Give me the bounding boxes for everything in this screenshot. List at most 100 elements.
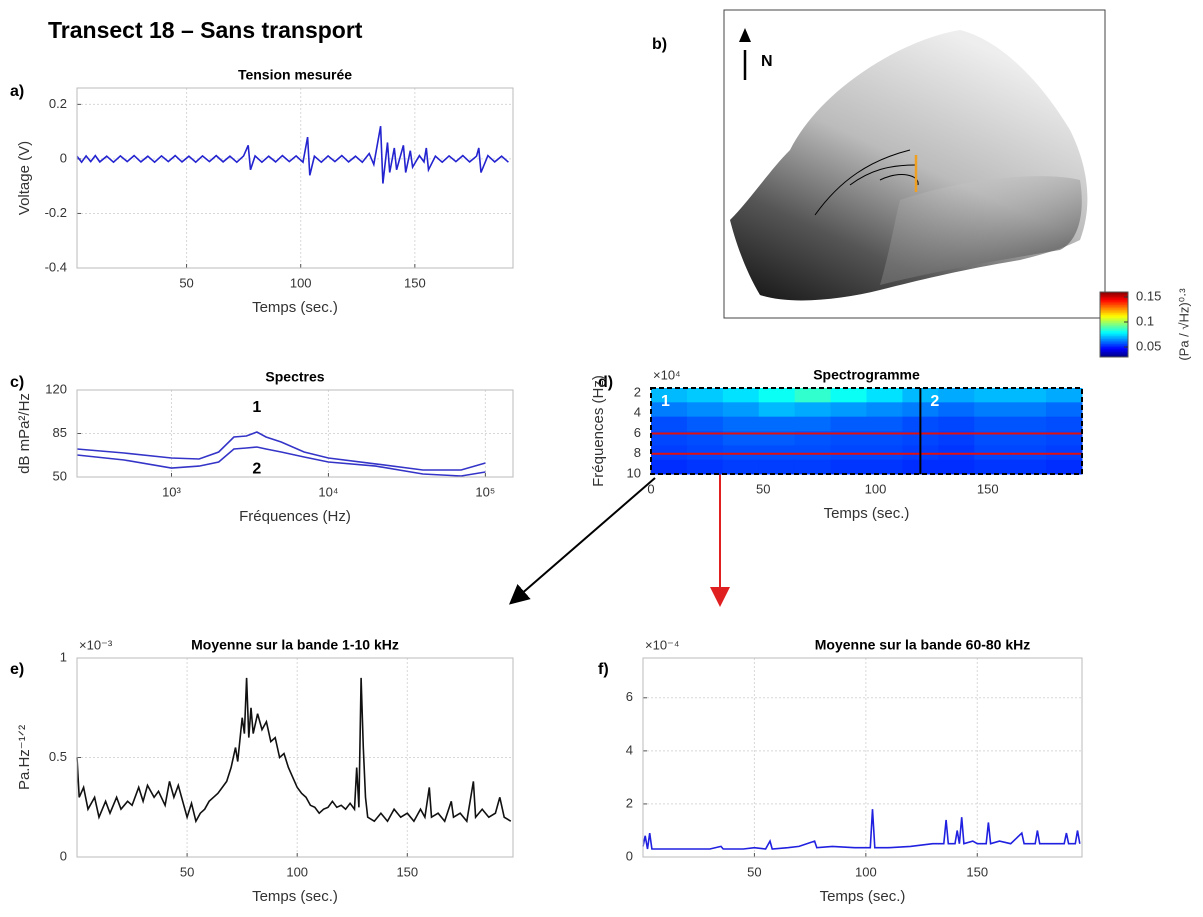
series-label: 2 [252, 460, 261, 477]
colorbar-step [1100, 332, 1128, 335]
colorbar-step [1100, 296, 1128, 299]
heat-cell [686, 402, 724, 418]
colorbar-tick-label: 0.15 [1136, 288, 1161, 303]
heat-cell [794, 459, 832, 475]
colorbar-step [1100, 316, 1128, 319]
y-exponent: ×10⁴ [653, 367, 681, 382]
y-tick-label: 2 [634, 384, 641, 399]
colorbar-step [1100, 292, 1128, 295]
colorbar-step [1100, 339, 1128, 342]
y-tick-label: 8 [634, 445, 641, 460]
y-tick-label: 0 [60, 848, 67, 863]
colorbar-step [1100, 293, 1128, 296]
figure-title: Transect 18 – Sans transport [48, 17, 363, 43]
y-tick-label: -0.2 [45, 205, 67, 220]
y-tick-label: 10 [627, 465, 641, 480]
heat-cell [1046, 445, 1083, 461]
plot-area [77, 88, 513, 268]
x-tick-label: 10⁴ [318, 484, 338, 499]
x-tick-label: 50 [180, 864, 194, 879]
colorbar-step [1100, 352, 1128, 355]
x-axis-label: Temps (sec.) [252, 888, 338, 905]
map-tracks [814, 149, 919, 216]
heat-cell [974, 459, 1011, 475]
plot-area [643, 658, 1082, 857]
heat-cell [974, 416, 1011, 432]
heat-cell [938, 388, 975, 403]
heat-cell [866, 402, 903, 418]
heat-cell [830, 402, 867, 418]
panel-label: f) [598, 661, 609, 678]
colorbar-step [1100, 327, 1128, 330]
heat-cell [686, 431, 724, 446]
heat-cell [1046, 431, 1083, 446]
colorbar-step [1100, 340, 1128, 343]
section-label: 2 [930, 393, 939, 410]
colorbar-step [1100, 331, 1128, 334]
colorbar-step [1100, 350, 1128, 353]
heat-cell [1010, 431, 1047, 446]
heat-cell [1010, 459, 1047, 475]
colorbar-label: (Pa / √Hz)⁰·³ [1176, 288, 1191, 361]
x-tick-label: 50 [179, 275, 193, 290]
chart-title: Moyenne sur la bande 1-10 kHz [191, 637, 399, 653]
colorbar-step [1100, 335, 1128, 338]
y-tick-label: 120 [45, 381, 67, 396]
colorbar-step [1100, 318, 1128, 321]
heat-cell [866, 431, 903, 446]
x-tick-label: 50 [747, 864, 761, 879]
panel-label: a) [10, 83, 24, 100]
x-tick-label: 150 [977, 481, 999, 496]
y-tick-label: -0.4 [45, 259, 67, 274]
y-tick-label: 0.5 [49, 749, 67, 764]
colorbar-step [1100, 334, 1128, 337]
heat-cell [830, 388, 867, 403]
heat-cell [1046, 388, 1083, 403]
heat-cell [938, 431, 975, 446]
heat-cell [651, 416, 688, 432]
heat-cell [686, 416, 724, 432]
x-tick-label: 100 [286, 864, 308, 879]
chart-title: Spectrogramme [813, 367, 920, 383]
heat-cell [722, 459, 760, 475]
heat-cell [758, 416, 796, 432]
heat-cell [722, 445, 760, 461]
colorbar-step [1100, 342, 1128, 345]
heat-cell [758, 445, 796, 461]
colorbar-step [1100, 311, 1128, 314]
map-shade [880, 176, 1082, 285]
x-tick-label: 100 [865, 481, 887, 496]
y-tick-label: 2 [626, 795, 633, 810]
y-axis-label: Fréquences (Hz) [590, 375, 607, 487]
heat-cell [830, 459, 867, 475]
heat-cell [651, 402, 688, 418]
x-axis-label: Temps (sec.) [252, 299, 338, 316]
colorbar-step [1100, 347, 1128, 350]
heat-cell [651, 431, 688, 446]
colorbar-step [1100, 353, 1128, 356]
colorbar-step [1100, 355, 1128, 358]
heat-cell [866, 445, 903, 461]
colorbar-step [1100, 305, 1128, 308]
axes-frame [76, 657, 514, 858]
heat-cell [1010, 416, 1047, 432]
heat-cell [794, 388, 832, 403]
x-tick-label: 10³ [162, 484, 181, 499]
section-label: 1 [661, 393, 670, 410]
x-tick-label: 10⁵ [475, 484, 495, 499]
heat-cell [1046, 459, 1083, 475]
colorbar-step [1100, 321, 1128, 324]
y-tick-label: 0.2 [49, 96, 67, 111]
colorbar-step [1100, 306, 1128, 309]
colorbar-tick-label: 0.05 [1136, 338, 1161, 353]
y-exponent: ×10⁻⁴ [645, 637, 680, 652]
series-line [76, 677, 512, 824]
heat-cell [974, 388, 1011, 403]
series-line [76, 431, 486, 471]
y-tick-label: 4 [634, 405, 641, 420]
heat-cell [722, 388, 760, 403]
chart-title: Tension mesurée [238, 67, 352, 83]
colorbar-step [1100, 300, 1128, 303]
heat-cell [866, 388, 903, 403]
